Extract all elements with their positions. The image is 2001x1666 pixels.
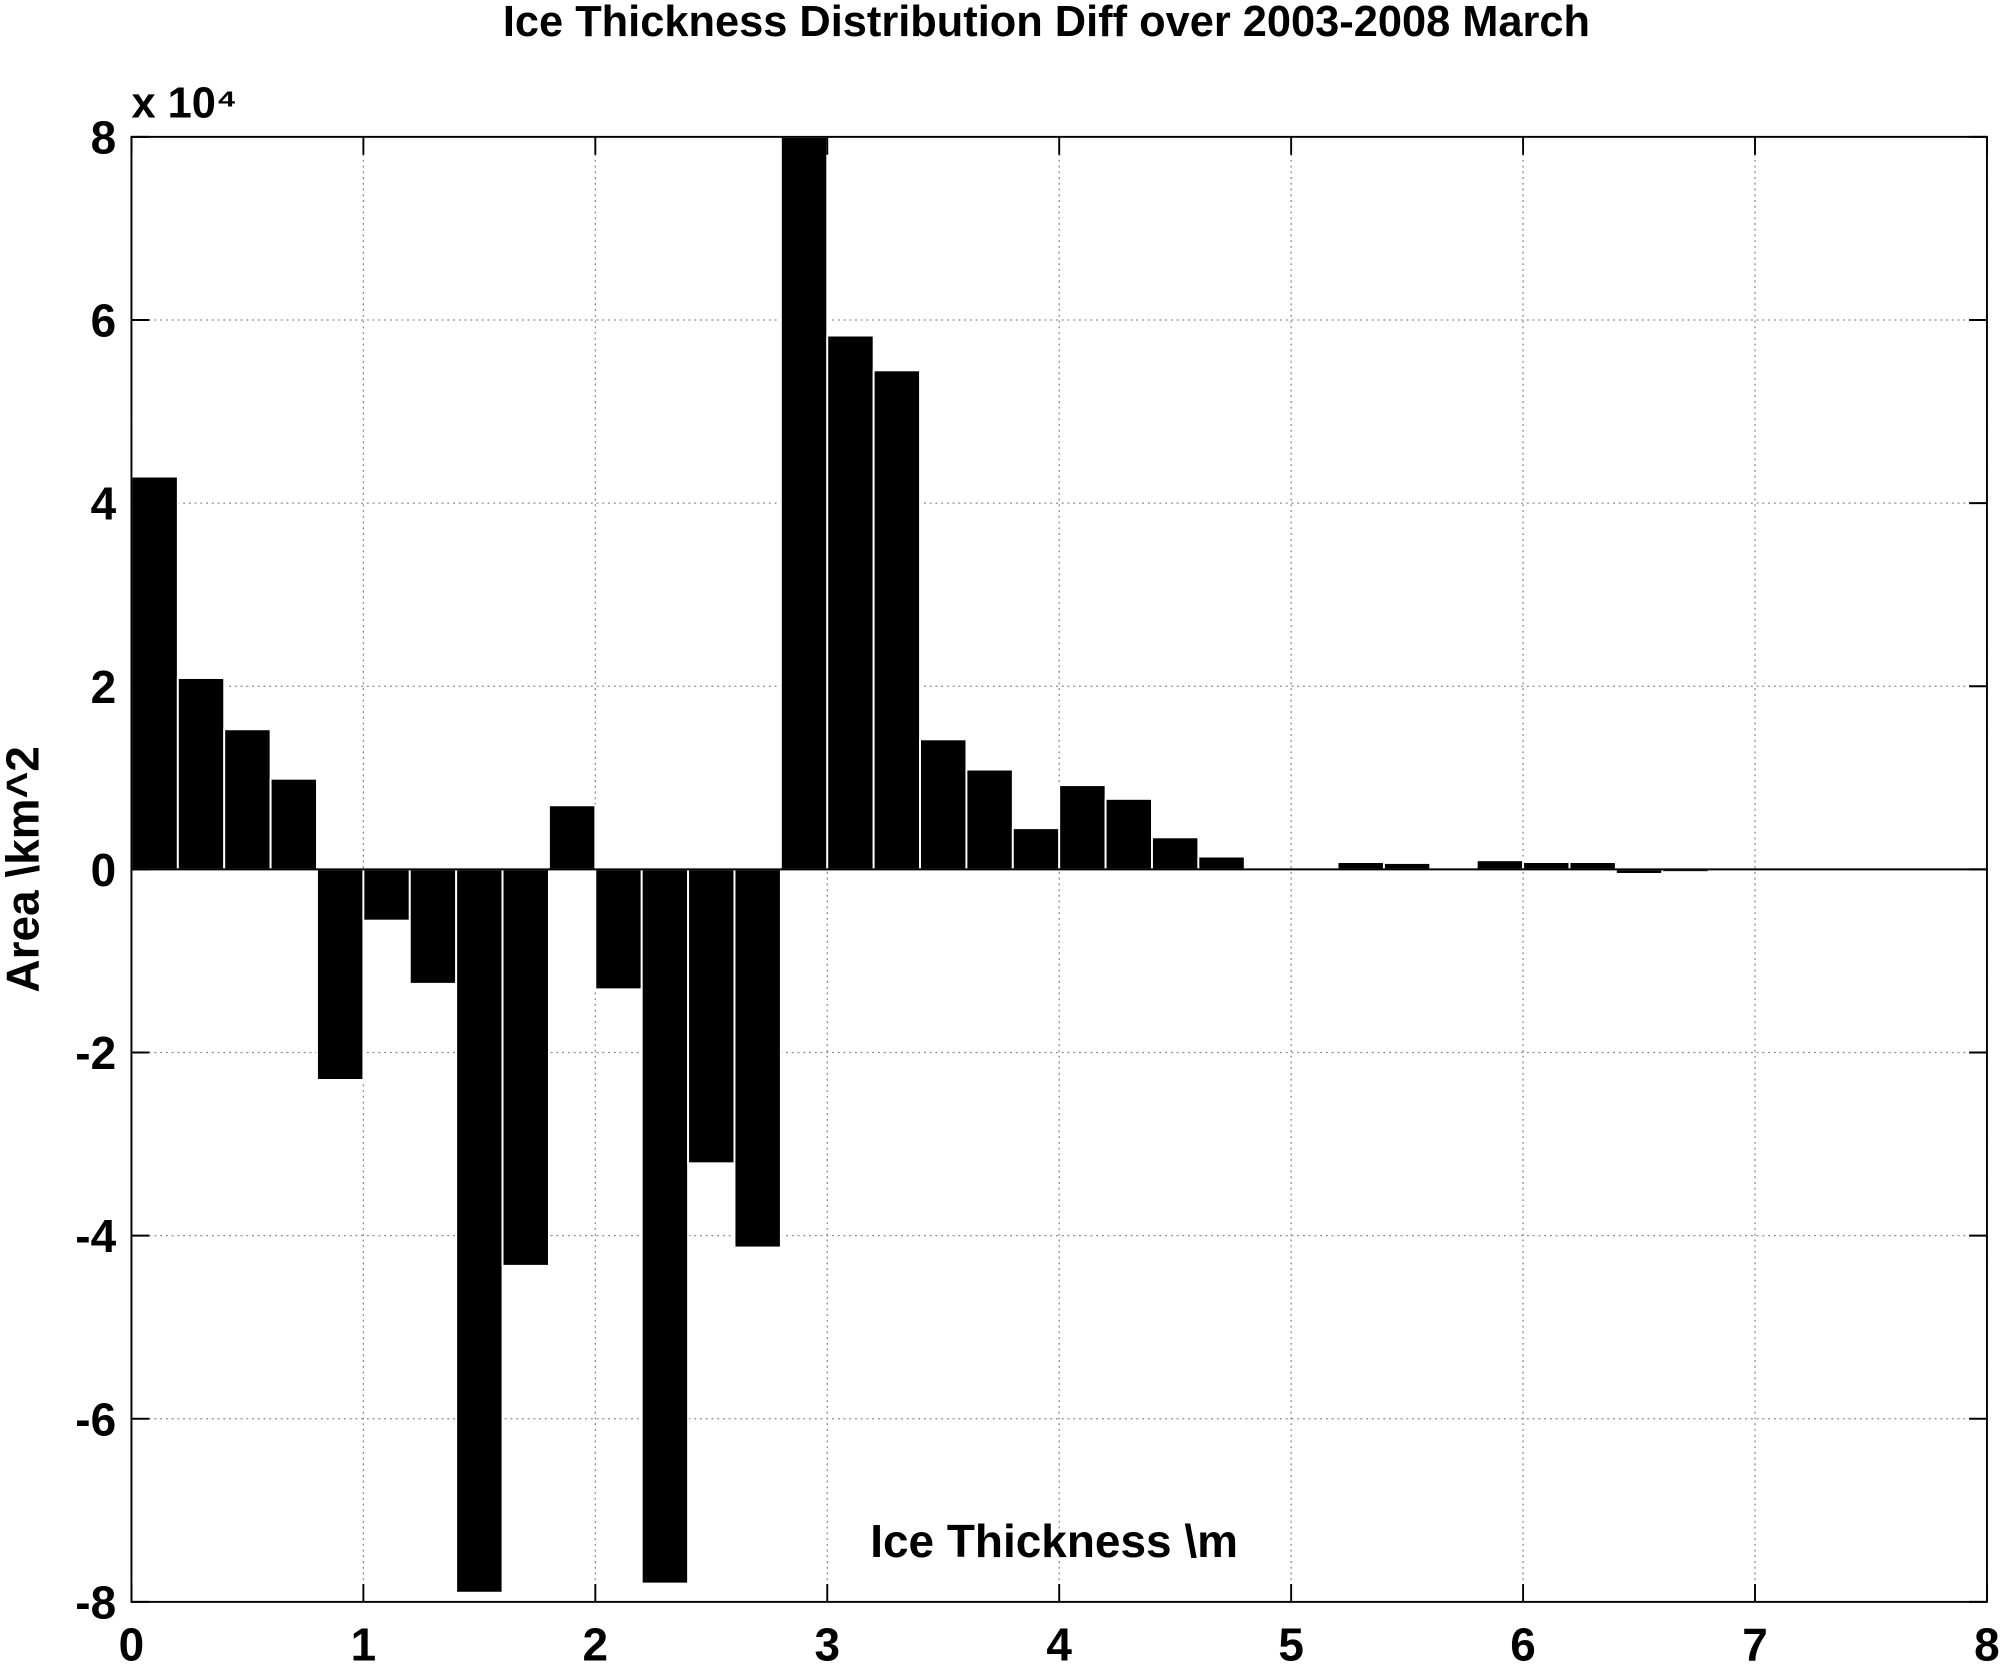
x-axis-label: Ice Thickness \m bbox=[870, 1515, 1238, 1567]
x-tick-label: 2 bbox=[583, 1619, 609, 1666]
x-tick-label: 7 bbox=[1742, 1619, 1768, 1666]
bar bbox=[872, 369, 921, 871]
x-tick-label: 6 bbox=[1510, 1619, 1536, 1666]
bar bbox=[1058, 784, 1107, 871]
bar bbox=[1336, 861, 1385, 871]
y-tick-label: 0 bbox=[91, 844, 117, 896]
bar bbox=[362, 868, 411, 922]
bar bbox=[779, 136, 829, 871]
y-tick-label: 6 bbox=[91, 295, 117, 347]
bar bbox=[826, 334, 875, 871]
y-tick-label: -4 bbox=[75, 1210, 116, 1262]
bar bbox=[687, 868, 736, 1165]
bar bbox=[1382, 862, 1432, 871]
bar bbox=[1011, 827, 1061, 871]
x-tick-label: 5 bbox=[1278, 1619, 1304, 1666]
y-axis-label: Area \km^2 bbox=[0, 746, 48, 992]
bar bbox=[1151, 836, 1200, 871]
x-tick-label: 0 bbox=[119, 1619, 145, 1666]
bar bbox=[176, 677, 226, 871]
bar bbox=[269, 777, 318, 871]
bar bbox=[640, 868, 690, 1585]
bar bbox=[455, 868, 504, 1594]
bar bbox=[733, 868, 782, 1249]
bar bbox=[919, 738, 968, 871]
y-tick-label: 4 bbox=[91, 478, 117, 530]
x-tick-label: 3 bbox=[814, 1619, 840, 1666]
bar bbox=[1522, 861, 1571, 871]
y-tick-label: -2 bbox=[75, 1027, 116, 1079]
bar bbox=[1104, 797, 1153, 871]
y-tick-label: -8 bbox=[75, 1576, 116, 1628]
x-tick-label: 8 bbox=[1974, 1619, 2000, 1666]
bar bbox=[223, 728, 272, 871]
bar bbox=[1197, 855, 1246, 871]
bar bbox=[501, 868, 550, 1267]
y-multiplier: x 10⁴ bbox=[131, 80, 237, 128]
bar bbox=[594, 868, 643, 991]
bar bbox=[316, 868, 365, 1081]
bar bbox=[965, 768, 1014, 871]
y-tick-label: 8 bbox=[91, 111, 117, 163]
y-tick-label: -6 bbox=[75, 1393, 116, 1445]
y-tick-label: 2 bbox=[91, 661, 117, 713]
bar bbox=[547, 804, 597, 871]
x-tick-label: 1 bbox=[351, 1619, 377, 1666]
chart-title: Ice Thickness Distribution Diff over 200… bbox=[503, 0, 1590, 46]
bar bbox=[1475, 859, 1525, 871]
bar bbox=[131, 475, 179, 871]
x-tick-label: 4 bbox=[1046, 1619, 1072, 1666]
bar bbox=[1568, 861, 1617, 871]
bar bbox=[408, 868, 458, 985]
